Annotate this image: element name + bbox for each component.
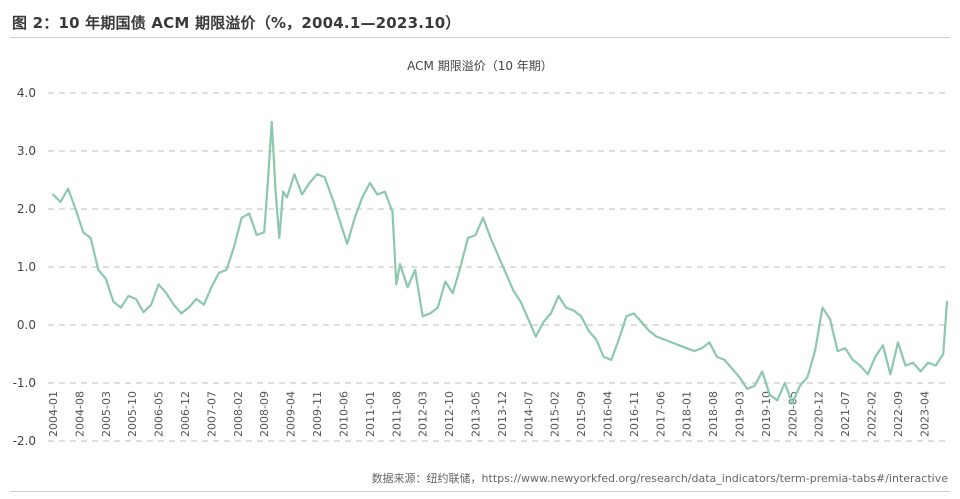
y-tick-label: -1.0 [13, 376, 36, 390]
y-tick-label: 0.0 [17, 318, 36, 332]
x-tick-label: 2019-03 [734, 391, 747, 437]
y-tick-label: 2.0 [17, 202, 36, 216]
x-tick-label: 2005-10 [126, 391, 139, 437]
y-tick-label: 4.0 [17, 86, 36, 100]
x-tick-label: 2014-07 [522, 391, 535, 437]
footer-divider [10, 491, 950, 492]
x-tick-label: 2020-12 [813, 391, 826, 437]
x-tick-label: 2021-07 [839, 391, 852, 437]
x-tick-label: 2004-01 [47, 391, 60, 437]
x-tick-label: 2008-02 [232, 391, 245, 437]
x-tick-label: 2004-08 [73, 391, 86, 437]
x-tick-label: 2013-05 [469, 391, 482, 437]
x-tick-label: 2016-11 [628, 391, 641, 437]
x-tick-label: 2020-05 [786, 391, 799, 437]
x-tick-label: 2022-09 [892, 391, 905, 437]
grid-lines [48, 92, 950, 442]
x-tick-label: 2023-04 [918, 391, 931, 437]
x-tick-label: 2011-08 [390, 391, 403, 437]
acm-term-premium-line [51, 120, 949, 405]
x-tick-label: 2012-10 [443, 391, 456, 437]
x-tick-label: 2019-10 [760, 391, 773, 437]
x-tick-label: 2009-04 [285, 391, 298, 437]
y-tick-label: 1.0 [17, 260, 36, 274]
x-tick-label: 2012-03 [417, 391, 430, 437]
chart-title: ACM 期限溢价（10 年期） [407, 59, 553, 73]
x-tick-label: 2009-11 [311, 391, 324, 437]
x-tick-label: 2016-04 [602, 391, 615, 437]
y-tick-label: 3.0 [17, 144, 36, 158]
x-tick-label: 2011-01 [364, 391, 377, 437]
x-tick-label: 2008-09 [258, 391, 271, 437]
x-tick-label: 2007-07 [205, 391, 218, 437]
x-tick-label: 2015-09 [575, 391, 588, 437]
x-axis-ticks: 2004-01 2004-08 2005-03 2005-10 2006-05 2006-… [47, 391, 931, 437]
y-tick-label: -2.0 [13, 434, 36, 448]
series-layer [51, 120, 949, 405]
figure-title: 图 2：10 年期国债 ACM 期限溢价（%，2004.1—2023.10） [12, 14, 461, 32]
x-tick-label: 2013-12 [496, 391, 509, 437]
x-tick-label: 2006-05 [153, 391, 166, 437]
x-tick-label: 2022-02 [866, 391, 879, 437]
y-axis-ticks: 4.0 3.0 2.0 1.0 0.0 -1.0 -2.0 [13, 86, 36, 448]
x-tick-label: 2015-02 [549, 391, 562, 437]
source-note: 数据来源：纽约联储，https://www.newyorkfed.org/res… [371, 472, 948, 485]
x-tick-label: 2018-01 [681, 391, 694, 437]
x-tick-label: 2010-06 [337, 391, 350, 437]
x-tick-label: 2006-12 [179, 391, 192, 437]
x-tick-label: 2017-06 [654, 391, 667, 437]
x-tick-label: 2005-03 [100, 391, 113, 437]
title-divider [10, 37, 950, 38]
x-tick-label: 2018-08 [707, 391, 720, 437]
